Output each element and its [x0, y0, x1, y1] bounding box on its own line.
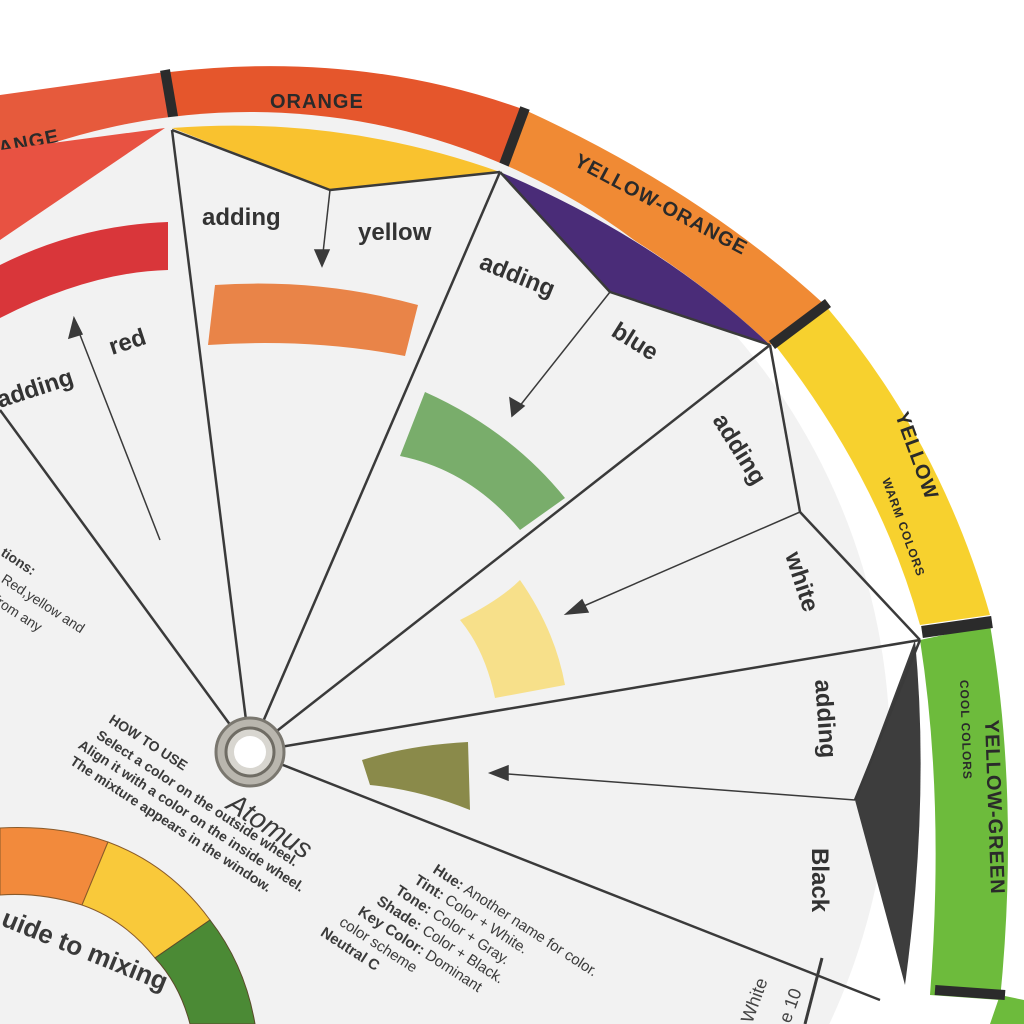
word-adding-black: adding — [809, 679, 841, 759]
window-olive — [362, 742, 470, 810]
word-yellow: yellow — [358, 219, 432, 246]
ring-sub-cool: COOL COLORS — [957, 680, 974, 781]
word-black: Black — [806, 848, 833, 913]
window-orange — [208, 283, 418, 356]
ring-yellow-green — [920, 625, 1008, 1000]
ring-label-orange: ORANGE — [270, 91, 364, 113]
word-adding-yellow: adding — [202, 204, 281, 231]
ring-yellow-orange — [500, 110, 825, 345]
center-grommet — [214, 716, 286, 788]
sector-lines — [0, 128, 922, 1002]
ring-yellow — [775, 305, 990, 625]
wedge-blue — [500, 172, 770, 345]
guide-arc — [0, 827, 256, 1024]
arrows — [67, 189, 856, 801]
wedge-yellow — [172, 125, 500, 190]
window-cream — [460, 580, 565, 698]
outer-ring[interactable] — [0, 66, 1024, 1024]
window-green — [400, 392, 565, 530]
wedge-black — [855, 640, 921, 985]
wedge-red — [0, 128, 165, 240]
window-red — [0, 222, 168, 318]
